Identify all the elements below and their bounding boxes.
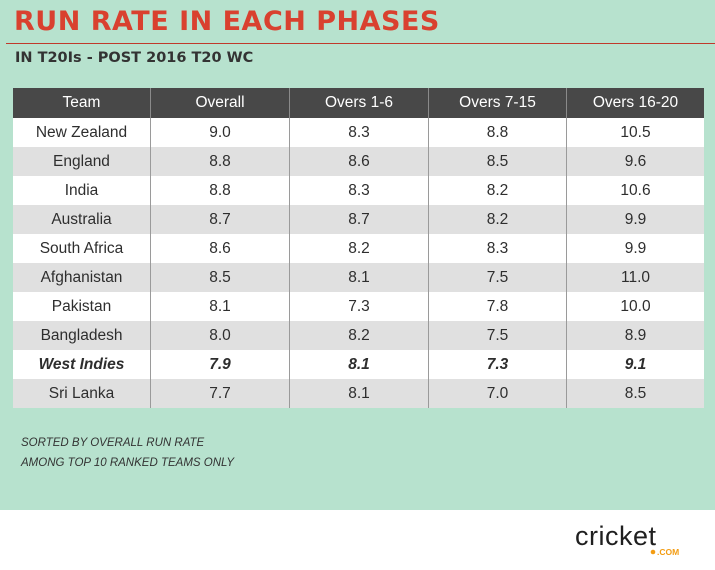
column-header: Overs 7-15	[428, 88, 567, 118]
team-cell: Sri Lanka	[13, 379, 151, 408]
run-rate-cell: 8.5	[150, 263, 290, 292]
chart-title: RUN RATE IN EACH PHASES	[14, 6, 440, 37]
run-rate-cell: 9.1	[566, 350, 704, 379]
run-rate-cell: 11.0	[566, 263, 704, 292]
logo-wordmark: cricket	[575, 521, 657, 551]
table-body: New Zealand 9.0 8.3 8.8 10.5 England 8.8 8.6 8.5…	[13, 118, 704, 408]
table-row: England 8.8 8.6 8.5 9.6	[13, 147, 704, 176]
run-rate-cell: 8.1	[289, 350, 429, 379]
run-rate-cell: 7.3	[289, 292, 429, 321]
run-rate-cell: 8.2	[289, 234, 429, 263]
run-rate-cell: 10.5	[566, 118, 704, 147]
run-rate-cell: 8.7	[289, 205, 429, 234]
table-row: West Indies 7.9 8.1 7.3 9.1	[13, 350, 704, 379]
run-rate-cell: 8.2	[428, 176, 567, 205]
footnote: SORTED BY OVERALL RUN RATE	[21, 437, 205, 449]
column-header: Overall	[150, 88, 290, 118]
footnote: AMONG TOP 10 RANKED TEAMS ONLY	[21, 457, 235, 469]
run-rate-cell: 7.9	[150, 350, 290, 379]
run-rate-cell: 8.3	[289, 118, 429, 147]
run-rate-cell: 7.8	[428, 292, 567, 321]
team-cell: South Africa	[13, 234, 151, 263]
run-rate-cell: 8.6	[289, 147, 429, 176]
team-cell: West Indies	[13, 350, 151, 379]
table-row: Australia 8.7 8.7 8.2 9.9	[13, 205, 704, 234]
table-row: New Zealand 9.0 8.3 8.8 10.5	[13, 118, 704, 147]
team-cell: England	[13, 147, 151, 176]
team-cell: New Zealand	[13, 118, 151, 147]
run-rate-cell: 8.2	[428, 205, 567, 234]
run-rate-cell: 8.9	[566, 321, 704, 350]
run-rate-cell: 8.1	[289, 263, 429, 292]
column-header: Overs 1-6	[289, 88, 429, 118]
table-row: India 8.8 8.3 8.2 10.6	[13, 176, 704, 205]
title-divider	[6, 43, 715, 44]
logo-suffix: .COM	[657, 547, 679, 557]
logo-dot-icon	[650, 549, 656, 555]
run-rate-cell: 8.3	[428, 234, 567, 263]
team-cell: Bangladesh	[13, 321, 151, 350]
table-header-row: Team Overall Overs 1-6 Overs 7-15 Overs …	[13, 88, 704, 118]
run-rate-cell: 8.6	[150, 234, 290, 263]
table-row: Sri Lanka 7.7 8.1 7.0 8.5	[13, 379, 704, 408]
run-rate-cell: 9.6	[566, 147, 704, 176]
team-cell: Pakistan	[13, 292, 151, 321]
table-row: South Africa 8.6 8.2 8.3 9.9	[13, 234, 704, 263]
run-rate-cell: 8.8	[428, 118, 567, 147]
run-rate-cell: 8.8	[150, 176, 290, 205]
run-rate-cell: 8.5	[428, 147, 567, 176]
table-row: Bangladesh 8.0 8.2 7.5 8.9	[13, 321, 704, 350]
run-rate-cell: 7.3	[428, 350, 567, 379]
team-cell: India	[13, 176, 151, 205]
column-header: Overs 16-20	[566, 88, 704, 118]
run-rate-cell: 7.0	[428, 379, 567, 408]
run-rate-cell: 8.5	[566, 379, 704, 408]
table-row: Afghanistan 8.5 8.1 7.5 11.0	[13, 263, 704, 292]
footnotes: SORTED BY OVERALL RUN RATE AMONG TOP 10 …	[21, 433, 234, 473]
run-rate-cell: 8.1	[150, 292, 290, 321]
run-rate-cell: 8.0	[150, 321, 290, 350]
run-rate-table: Team Overall Overs 1-6 Overs 7-15 Overs …	[13, 88, 704, 408]
chart-subtitle: IN T20Is - POST 2016 T20 WC	[15, 50, 254, 66]
cricket-com-logo: cricket .COM	[575, 521, 679, 557]
team-cell: Afghanistan	[13, 263, 151, 292]
run-rate-cell: 8.2	[289, 321, 429, 350]
run-rate-cell: 10.6	[566, 176, 704, 205]
run-rate-cell: 7.7	[150, 379, 290, 408]
chart-panel: RUN RATE IN EACH PHASES IN T20Is - POST …	[0, 0, 715, 510]
column-header: Team	[13, 88, 151, 118]
run-rate-cell: 8.8	[150, 147, 290, 176]
run-rate-cell: 9.9	[566, 234, 704, 263]
run-rate-cell: 8.1	[289, 379, 429, 408]
run-rate-cell: 9.9	[566, 205, 704, 234]
run-rate-cell: 7.5	[428, 263, 567, 292]
run-rate-cell: 9.0	[150, 118, 290, 147]
run-rate-cell: 8.3	[289, 176, 429, 205]
run-rate-cell: 10.0	[566, 292, 704, 321]
team-cell: Australia	[13, 205, 151, 234]
run-rate-cell: 8.7	[150, 205, 290, 234]
run-rate-cell: 7.5	[428, 321, 567, 350]
table-row: Pakistan 8.1 7.3 7.8 10.0	[13, 292, 704, 321]
